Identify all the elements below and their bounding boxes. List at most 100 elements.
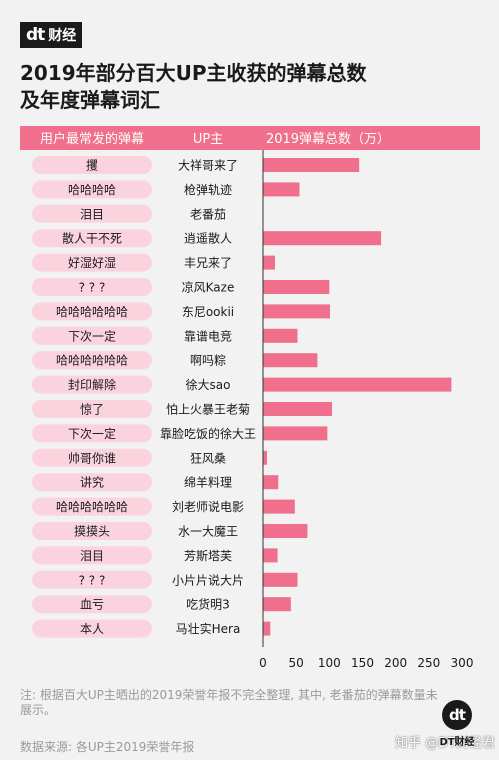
x-tick-label: 0 (259, 656, 267, 670)
danmu-label: 哈哈哈哈哈哈 (56, 500, 128, 514)
danmu-pill (32, 448, 152, 467)
up-name: 小片片说大片 (172, 572, 244, 587)
table-header (20, 126, 480, 150)
watermark-text: 知乎 @DT财经君 (395, 736, 496, 751)
bar (263, 524, 308, 538)
bar (263, 182, 300, 197)
title-line-2: 及年度弹幕词汇 (20, 88, 160, 112)
danmu-pill (32, 546, 152, 565)
danmu-label: 下次一定 (68, 328, 116, 343)
danmu-pill (32, 400, 152, 418)
danmu-pill (32, 522, 152, 540)
data-source: 数据来源: 各UP主2019荣誉年报 (20, 740, 195, 754)
danmu-label: 哈哈哈哈哈哈 (56, 354, 128, 368)
danmu-label: 惊了 (80, 402, 104, 417)
danmu-pill (32, 180, 152, 199)
up-name: 怕上火暴王老菊 (166, 402, 250, 417)
footnote: 注: 根据百大UP主晒出的2019荣誉年报不完全整理, 其中, 老番茄的弹幕数量… (20, 688, 438, 717)
x-tick-label: 300 (451, 656, 474, 670)
x-tick-label: 200 (384, 656, 407, 670)
bar (263, 402, 332, 416)
danmu-pill (32, 302, 152, 321)
danmu-label: 帅哥你谁 (68, 451, 116, 465)
danmu-pill (32, 229, 152, 248)
up-name: 丰兄来了 (184, 256, 232, 270)
danmu-pill (32, 204, 152, 223)
bar (263, 597, 291, 612)
up-name: 靠谱电竞 (184, 329, 232, 343)
bar (263, 353, 318, 368)
danmu-label: 血亏 (80, 598, 104, 612)
bar (263, 231, 382, 246)
up-name: 老番茄 (190, 207, 226, 221)
up-name: 绵羊料理 (184, 475, 232, 490)
danmu-label: 泪目 (80, 549, 104, 563)
bar (263, 572, 298, 587)
title-line-1: 2019年部分百大UP主收获的弹幕总数 (20, 61, 367, 85)
danmu-pill (32, 253, 152, 272)
badge-name: DT财经 (439, 737, 475, 748)
danmu-pill (32, 497, 152, 516)
column-header-2: UP主 (193, 132, 223, 147)
danmu-label: 本人 (80, 622, 104, 636)
danmu-label: 下次一定 (68, 426, 116, 441)
bar (263, 621, 271, 636)
up-name: 逍遥散人 (184, 231, 232, 246)
x-tick-label: 250 (417, 656, 440, 670)
dt-logo: dt 财经 (20, 22, 83, 48)
danmu-label: 摸摸头 (74, 525, 110, 539)
danmu-pill (32, 595, 152, 614)
up-name: 啊吗粽 (190, 353, 226, 368)
danmu-label: 好湿好湿 (68, 255, 116, 270)
bar (263, 475, 279, 490)
danmu-label: 讲究 (80, 475, 104, 490)
up-name: 芳斯塔芙 (184, 549, 232, 563)
up-name: 枪弹轨迹 (184, 182, 232, 197)
bar (263, 426, 328, 441)
danmu-pill (32, 351, 152, 370)
x-tick-label: 100 (318, 656, 341, 670)
dt-badge: dt DT财经 (437, 700, 477, 752)
up-name: 吃货明3 (186, 597, 230, 612)
badge-mark: dt (442, 700, 472, 730)
up-name: 靠脸吃饭的徐大王 (160, 426, 256, 441)
logo-mark: dt (26, 25, 45, 45)
danmu-label: 哈哈哈哈 (68, 183, 116, 197)
danmu-pill (32, 156, 152, 174)
up-name: 凉风Kaze (182, 280, 235, 295)
danmu-label: ? ? ? (79, 281, 106, 295)
danmu-label: 哈哈哈哈哈哈 (56, 305, 128, 319)
up-name: 水一大魔王 (178, 524, 238, 539)
danmu-label: 攫 (86, 159, 98, 173)
bar (263, 280, 330, 294)
bar (263, 304, 330, 319)
up-name: 大祥哥来了 (178, 159, 238, 173)
logo-name: 财经 (48, 28, 77, 44)
up-name: 刘老师说电影 (172, 499, 244, 514)
up-name: 东尼ookii (182, 305, 234, 319)
chart-title: 2019年部分百大UP主收获的弹幕总数 及年度弹幕词汇 (20, 60, 480, 114)
bar (263, 450, 267, 465)
danmu-label: 散人干不死 (62, 231, 122, 246)
x-tick-label: 50 (289, 656, 304, 670)
danmu-pill (32, 326, 152, 345)
column-header-3: 2019弹幕总数（万） (266, 132, 390, 147)
danmu-label: ? ? ? (79, 573, 106, 587)
bar (263, 255, 275, 270)
bar (263, 158, 360, 172)
danmu-pill (32, 424, 152, 443)
danmu-pill (32, 619, 152, 638)
danmu-pill (32, 570, 152, 589)
danmu-label: 泪目 (80, 207, 104, 221)
x-tick-label: 150 (351, 656, 374, 670)
bar (263, 548, 278, 563)
bar (263, 328, 298, 343)
column-header-1: 用户最常发的弹幕 (40, 131, 144, 147)
up-name: 狂风桑 (190, 451, 226, 465)
bar (263, 377, 452, 392)
up-name: 徐大sao (186, 377, 231, 392)
bar (263, 499, 295, 514)
up-name: 马壮实Hera (176, 621, 241, 636)
danmu-pill (32, 375, 152, 394)
